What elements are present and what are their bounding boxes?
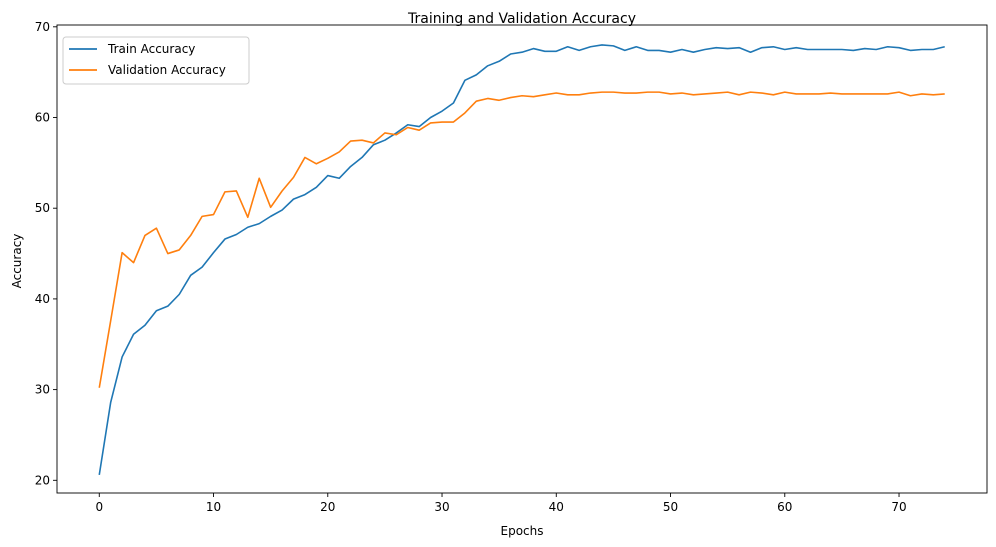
series-layer: [98, 44, 945, 475]
y-tick-label: 30: [35, 383, 50, 397]
series-line-validation-accuracy: [98, 91, 945, 388]
series-line-train-accuracy: [98, 44, 945, 475]
y-tick-label: 70: [35, 20, 50, 34]
x-tick-label: 0: [95, 500, 103, 514]
y-tick-label: 40: [35, 292, 50, 306]
chart-title: Training and Validation Accuracy: [407, 11, 636, 27]
axes-layer: 0 10 20 30 40 50 60 70 20 30 40 50 60 70: [35, 20, 988, 514]
y-tick-label: 50: [35, 201, 50, 215]
plot-frame: [56, 24, 988, 494]
x-tick-label: 60: [777, 500, 792, 514]
x-tick-label: 20: [320, 500, 335, 514]
y-axis-label: Accuracy: [10, 234, 24, 289]
legend-box: [62, 36, 250, 85]
y-tick-label: 20: [35, 473, 50, 487]
legend-label: Validation Accuracy: [108, 63, 226, 77]
x-tick-label: 50: [663, 500, 678, 514]
x-tick-label: 40: [549, 500, 564, 514]
x-tick-label: 70: [891, 500, 906, 514]
x-tick-label: 30: [434, 500, 449, 514]
y-tick-label: 60: [35, 111, 50, 125]
legend-label: Train Accuracy: [107, 42, 195, 56]
legend: Train Accuracy Validation Accuracy: [62, 36, 250, 85]
x-tick-label: 10: [206, 500, 221, 514]
x-axis-label: Epochs: [501, 524, 544, 538]
